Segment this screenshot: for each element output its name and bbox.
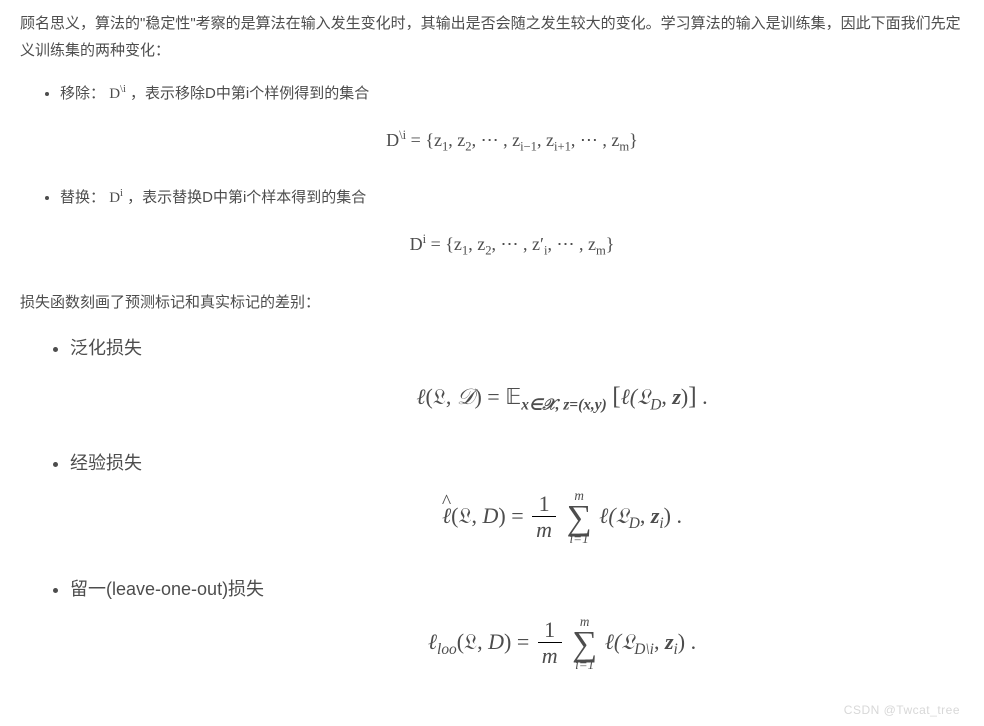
loss-list: 泛化损失 ℓ(𝔏, 𝒟) = 𝔼x∈𝒳, z=(x,y) [ℓ(𝔏D, z)] … bbox=[20, 332, 964, 672]
remove-label-suffix: ，表示移除D中第i个样例得到的集合 bbox=[130, 85, 369, 102]
gen-ell: ℓ bbox=[416, 384, 425, 409]
emp-num: 1 bbox=[532, 492, 556, 517]
rm-sb6: m bbox=[619, 140, 629, 154]
gen-loss-title: 泛化损失 bbox=[70, 338, 142, 358]
remove-lhs-base: D bbox=[386, 130, 399, 150]
rm-it2: ⋯ bbox=[481, 130, 499, 150]
remove-symbol-base: D bbox=[109, 86, 120, 102]
emp-loss-formula: ^ℓ(𝔏, D) = 1m m∑i=1 ℓ(𝔏D, zi) . bbox=[160, 490, 964, 545]
list-item-generalization-loss: 泛化损失 ℓ(𝔏, 𝒟) = 𝔼x∈𝒳, z=(x,y) [ℓ(𝔏D, z)] … bbox=[70, 332, 964, 420]
gen-loss-formula: ℓ(𝔏, 𝒟) = 𝔼x∈𝒳, z=(x,y) [ℓ(𝔏D, z)] . bbox=[160, 374, 964, 420]
loo-den: m bbox=[538, 643, 562, 669]
replace-formula: Di = {z1, z2, ⋯ , z′i, ⋯ , zm} bbox=[60, 228, 964, 262]
replace-symbol-sup: i bbox=[120, 188, 123, 199]
gen-tail: . bbox=[697, 384, 708, 409]
emp-loss-title: 经验损失 bbox=[70, 453, 142, 473]
list-item-remove: 移除： D\i ，表示移除D中第i个样例得到的集合 D\i = {z1, z2,… bbox=[60, 80, 964, 158]
loo-sumbot: i=1 bbox=[572, 659, 597, 671]
loo-ell: ℓ bbox=[428, 628, 437, 653]
rm-it3: z bbox=[512, 130, 520, 150]
gen-E: 𝔼 bbox=[505, 384, 521, 409]
gen-eq: = bbox=[487, 384, 505, 409]
rm-sb3: i−1 bbox=[520, 140, 537, 154]
rp-it2: ⋯ bbox=[501, 234, 519, 254]
rm-sb1: 2 bbox=[465, 140, 471, 154]
loo-ellsub: loo bbox=[437, 641, 457, 658]
loo-innersub: D\i bbox=[634, 641, 654, 658]
remove-formula: D\i = {z1, z2, ⋯ , zi−1, zi+1, ⋯ , zm} bbox=[60, 124, 964, 158]
gen-inner: ℓ(𝔏 bbox=[621, 384, 651, 409]
emp-sumbot: i=1 bbox=[567, 533, 592, 545]
mutation-list: 移除： D\i ，表示移除D中第i个样例得到的集合 D\i = {z1, z2,… bbox=[20, 80, 964, 263]
loo-num: 1 bbox=[538, 618, 562, 643]
loo-D: D bbox=[488, 628, 504, 653]
watermark-text: CSDN @Twcat_tree bbox=[844, 700, 960, 722]
emp-zsub: i bbox=[659, 515, 663, 532]
list-item-replace: 替换： Di ，表示替换D中第i个样本得到的集合 Di = {z1, z2, ⋯… bbox=[60, 184, 964, 262]
gen-L: 𝔏 bbox=[433, 384, 446, 409]
remove-label-prefix: 移除： bbox=[60, 85, 105, 102]
remove-lhs-sup: \i bbox=[399, 128, 406, 142]
loo-eq: = bbox=[517, 628, 535, 653]
rp-it4: ⋯ bbox=[556, 234, 574, 254]
emp-den: m bbox=[532, 517, 556, 543]
emp-tail: . bbox=[671, 503, 682, 528]
list-item-empirical-loss: 经验损失 ^ℓ(𝔏, D) = 1m m∑i=1 ℓ(𝔏D, zi) . bbox=[70, 447, 964, 545]
rm-it0: z bbox=[434, 130, 442, 150]
loo-tail: . bbox=[685, 628, 696, 653]
gen-innersub: D bbox=[650, 396, 661, 413]
emp-eq: = bbox=[511, 503, 529, 528]
remove-symbol-sup: \i bbox=[120, 84, 126, 95]
intro-paragraph: 顾名思义，算法的"稳定性"考察的是算法在输入发生变化时，其输出是否会随之发生较大… bbox=[20, 10, 964, 64]
rp-it1: z bbox=[477, 234, 485, 254]
loo-loss-title: 留一(leave-one-out)损失 bbox=[70, 579, 264, 599]
rm-sb0: 1 bbox=[442, 140, 448, 154]
rm-it5: ⋯ bbox=[580, 130, 598, 150]
rm-sb4: i+1 bbox=[554, 140, 571, 154]
emp-inner: ℓ(𝔏 bbox=[599, 503, 629, 528]
loo-inner: ℓ(𝔏 bbox=[605, 628, 635, 653]
rm-it4: z bbox=[546, 130, 554, 150]
rp-it0: z bbox=[454, 234, 462, 254]
replace-label-prefix: 替换： bbox=[60, 189, 105, 206]
rp-sb5: m bbox=[596, 244, 606, 258]
rp-sb3: i bbox=[544, 244, 548, 258]
rp-it5: z bbox=[588, 234, 596, 254]
replace-label-suffix: ，表示替换D中第i个样本得到的集合 bbox=[127, 189, 366, 206]
loo-loss-formula: ℓloo(𝔏, D) = 1m m∑i=1 ℓ(𝔏D\i, zi) . bbox=[160, 616, 964, 671]
loo-zsub: i bbox=[674, 641, 678, 658]
replace-lhs-sup: i bbox=[423, 232, 427, 246]
replace-symbol-base: D bbox=[109, 190, 120, 206]
loo-L: 𝔏 bbox=[464, 628, 477, 653]
replace-lhs-base: D bbox=[410, 234, 423, 254]
gen-Esub: x∈𝒳, z=(x,y) bbox=[521, 396, 606, 413]
rp-sb0: 1 bbox=[462, 244, 468, 258]
list-item-loo-loss: 留一(leave-one-out)损失 ℓloo(𝔏, D) = 1m m∑i=… bbox=[70, 573, 964, 671]
emp-L: 𝔏 bbox=[458, 503, 471, 528]
loss-intro-paragraph: 损失函数刻画了预测标记和真实标记的差别： bbox=[20, 289, 964, 316]
loo-z: z bbox=[665, 628, 674, 653]
emp-D: D bbox=[483, 503, 499, 528]
gen-D: 𝒟 bbox=[457, 384, 475, 409]
rp-sb1: 2 bbox=[485, 244, 491, 258]
gen-z: z bbox=[672, 384, 681, 409]
rp-it3: z′ bbox=[532, 234, 544, 254]
emp-innersub: D bbox=[629, 515, 640, 532]
